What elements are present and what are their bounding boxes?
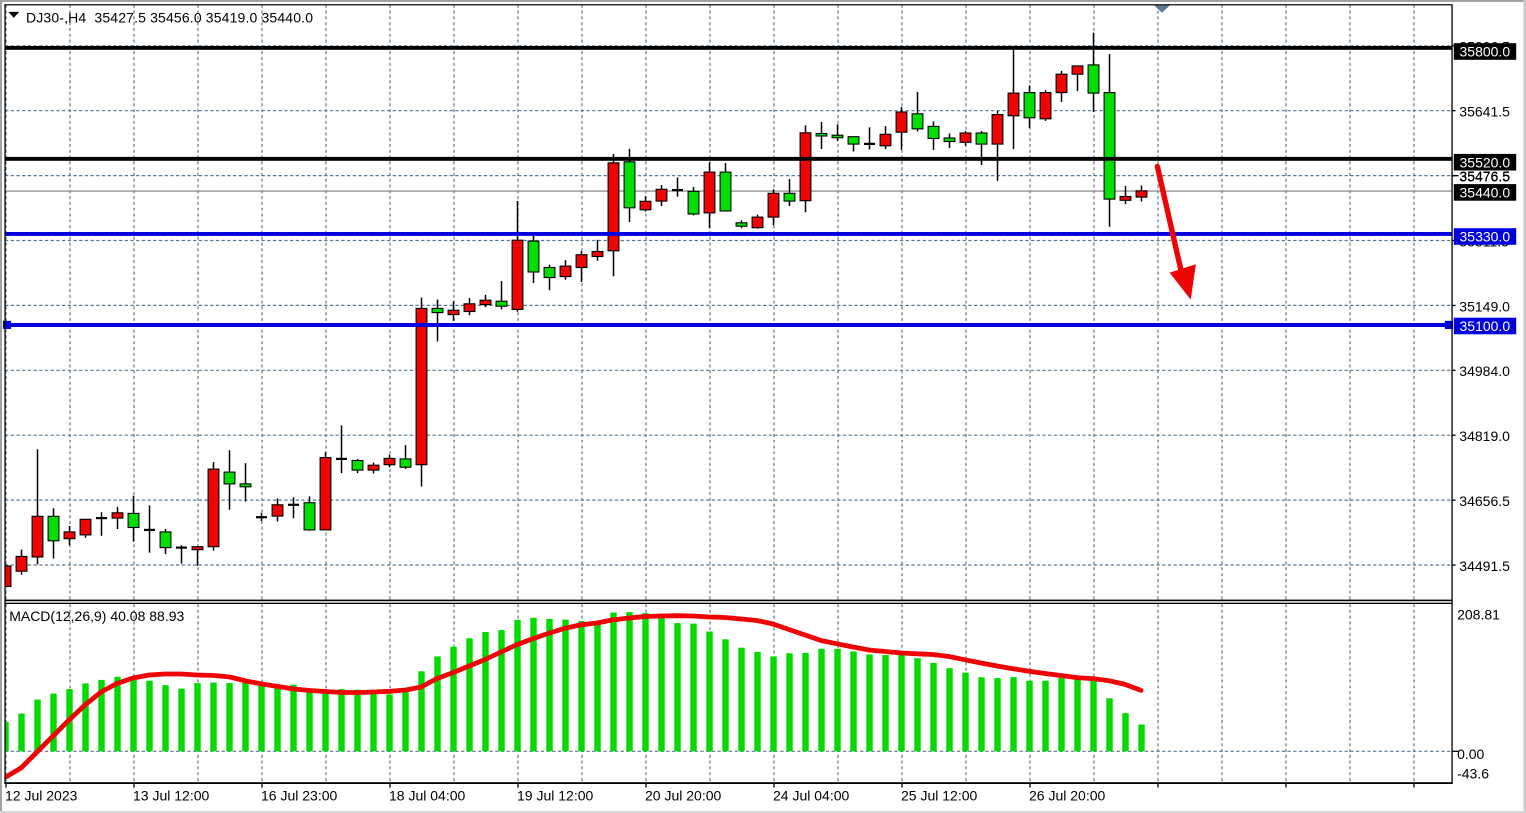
svg-text:13 Jul 12:00: 13 Jul 12:00 bbox=[133, 788, 209, 804]
svg-text:35100.0: 35100.0 bbox=[1460, 318, 1511, 334]
svg-text:-43.6: -43.6 bbox=[1457, 766, 1489, 782]
svg-text:26 Jul 20:00: 26 Jul 20:00 bbox=[1029, 788, 1105, 804]
svg-text:12 Jul 2023: 12 Jul 2023 bbox=[5, 788, 78, 804]
svg-text:35641.5: 35641.5 bbox=[1459, 104, 1510, 120]
svg-text:34656.5: 34656.5 bbox=[1459, 493, 1510, 509]
svg-text:35440.0: 35440.0 bbox=[1460, 185, 1511, 201]
svg-text:25 Jul 12:00: 25 Jul 12:00 bbox=[901, 788, 977, 804]
svg-text:0.00: 0.00 bbox=[1457, 746, 1484, 762]
svg-text:34491.5: 34491.5 bbox=[1459, 558, 1510, 574]
svg-text:18 Jul 04:00: 18 Jul 04:00 bbox=[389, 788, 465, 804]
svg-text:20 Jul 20:00: 20 Jul 20:00 bbox=[645, 788, 721, 804]
svg-text:35520.0: 35520.0 bbox=[1460, 154, 1511, 170]
svg-text:35476.5: 35476.5 bbox=[1459, 169, 1510, 185]
svg-text:24 Jul 04:00: 24 Jul 04:00 bbox=[773, 788, 849, 804]
svg-text:16 Jul 23:00: 16 Jul 23:00 bbox=[261, 788, 337, 804]
svg-text:35330.0: 35330.0 bbox=[1460, 229, 1511, 245]
svg-text:MACD(12,26,9) 40.08 88.93: MACD(12,26,9) 40.08 88.93 bbox=[9, 608, 184, 624]
svg-text:35800.0: 35800.0 bbox=[1460, 44, 1511, 60]
svg-text:DJ30-,H4 35427.5 35456.0 3541: DJ30-,H4 35427.5 35456.0 35419.0 35440.0 bbox=[26, 9, 313, 25]
svg-text:35149.0: 35149.0 bbox=[1459, 298, 1510, 314]
svg-text:35476.5: 35476.5 bbox=[1460, 168, 1511, 184]
svg-text:19 Jul 12:00: 19 Jul 12:00 bbox=[517, 788, 593, 804]
svg-text:34984.0: 34984.0 bbox=[1459, 363, 1510, 379]
svg-text:34819.0: 34819.0 bbox=[1459, 428, 1510, 444]
svg-text:208.81: 208.81 bbox=[1457, 607, 1500, 623]
